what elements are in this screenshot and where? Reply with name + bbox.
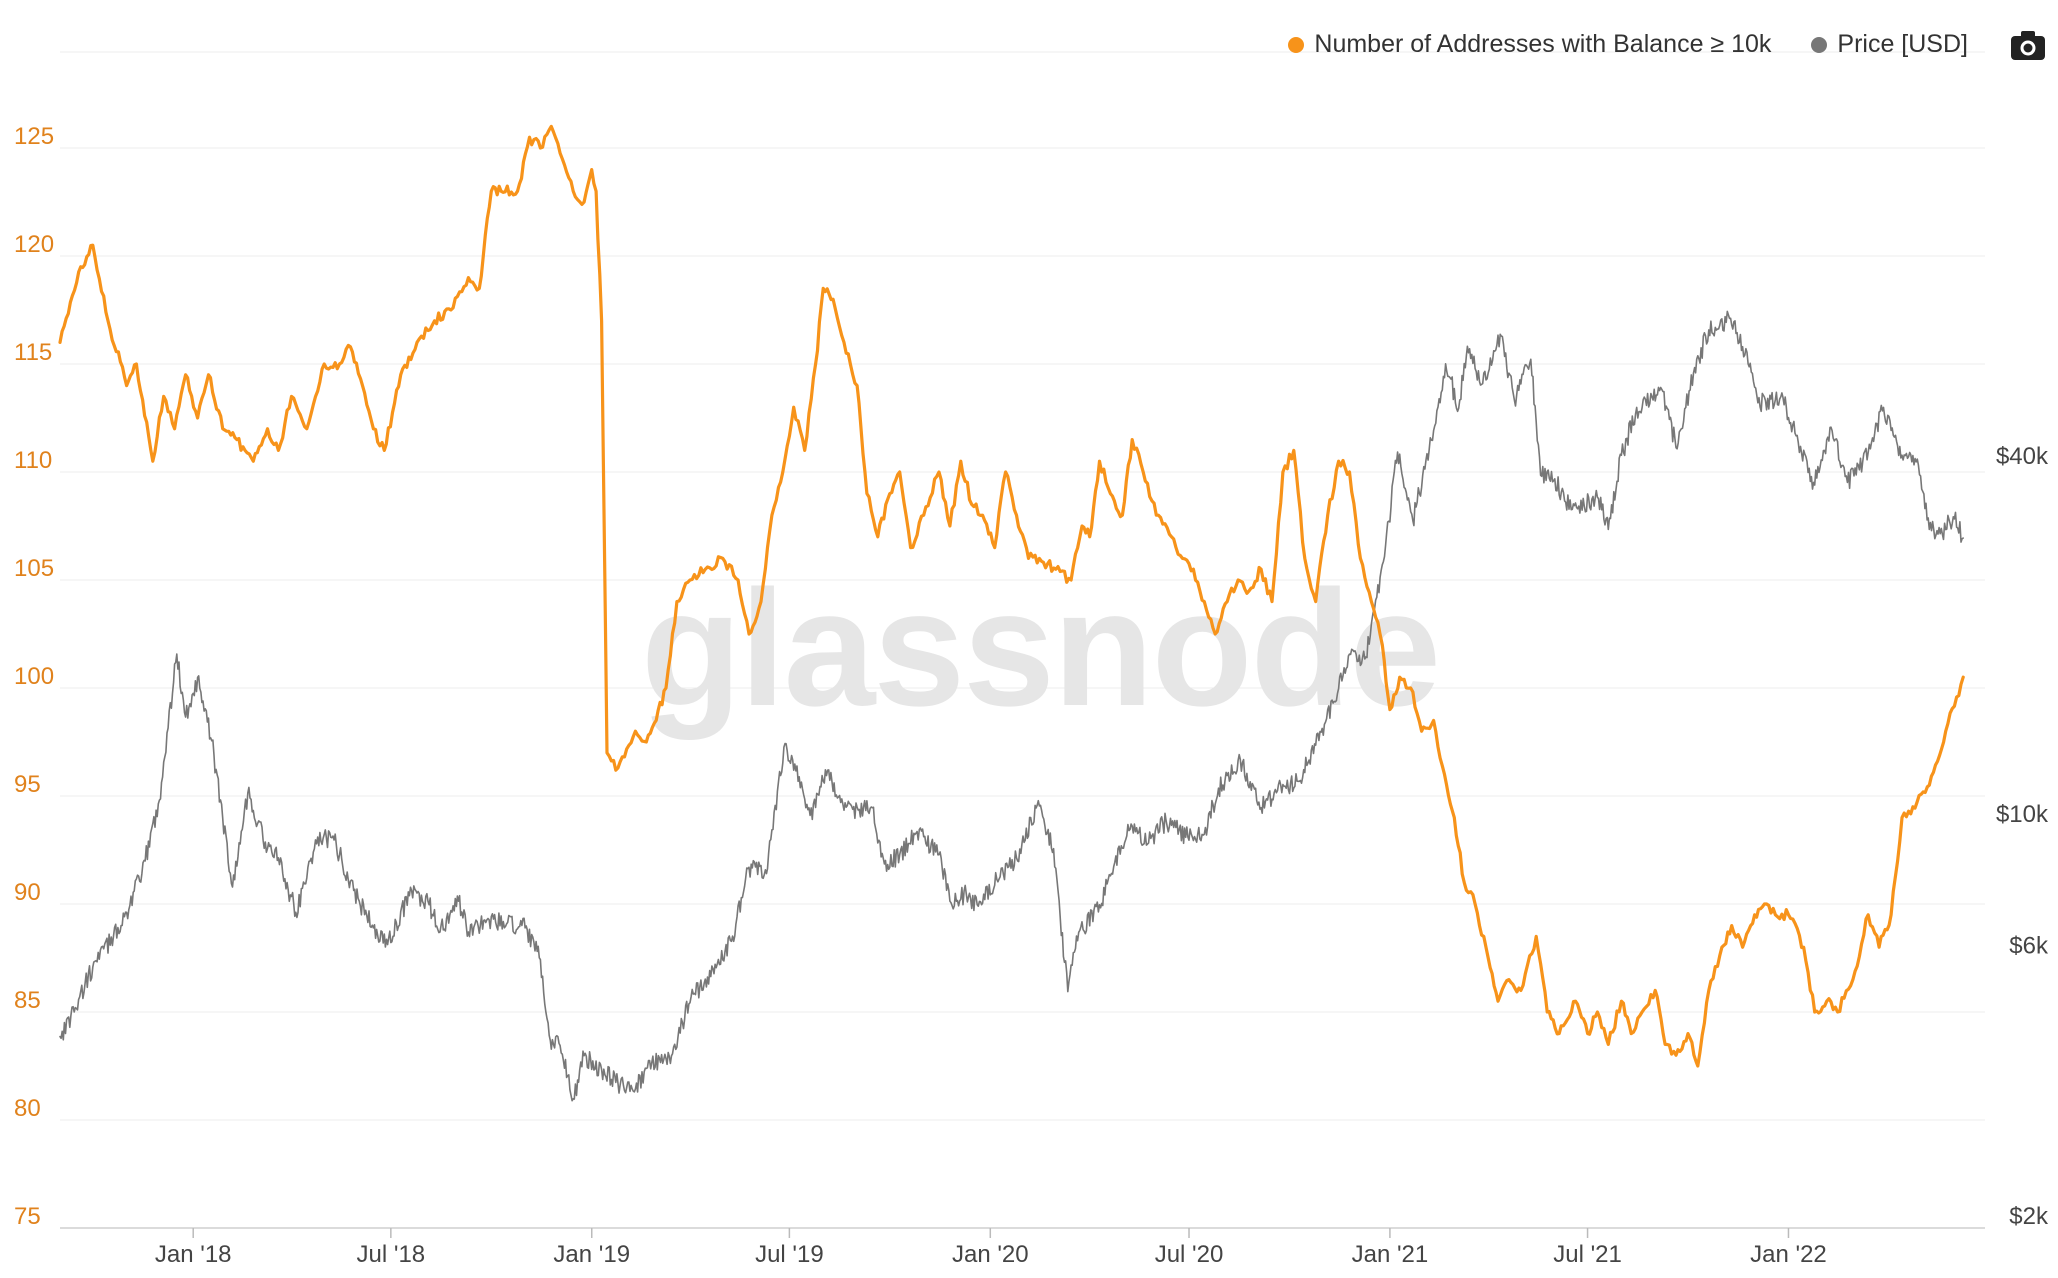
x-tick-label: Jul '19	[755, 1241, 824, 1268]
grid-lines	[60, 51, 1985, 1229]
y-left-tick-label: 110	[14, 447, 52, 474]
legend: Number of Addresses with Balance ≥ 10k P…	[1288, 30, 1968, 59]
x-tick-label: Jul '20	[1155, 1241, 1224, 1268]
y-right-tick-label: $2k	[2009, 1203, 2049, 1230]
watermark: glassnode	[641, 556, 1439, 740]
y-axis-right: $2k $6k $10k $40k	[1996, 443, 2049, 1230]
camera-icon[interactable]	[2008, 28, 2048, 64]
x-tick-label: Jan '19	[553, 1241, 630, 1268]
y-right-tick-label: $10k	[1996, 801, 2049, 828]
y-left-tick-label: 85	[14, 987, 41, 1014]
x-tick-label: Jan '22	[1750, 1241, 1827, 1268]
y-left-tick-label: 105	[14, 555, 54, 582]
y-left-tick-label: 125	[14, 123, 54, 150]
x-axis: Jan '18 Jul '18 Jan '19 Jul '19 Jan '20 Jul '…	[155, 1228, 1827, 1268]
y-left-tick-label: 90	[14, 879, 41, 906]
addresses-line	[58, 124, 1965, 1068]
address-series	[58, 124, 1965, 1068]
legend-item-addresses[interactable]: Number of Addresses with Balance ≥ 10k	[1288, 30, 1771, 59]
legend-dot-addresses	[1288, 36, 1305, 53]
y-axis-left: 75 80 85 90 95 100 105 110 115 120 125	[14, 123, 54, 1230]
y-left-tick-label: 95	[14, 771, 41, 798]
x-tick-label: Jul '18	[357, 1241, 426, 1268]
x-tick-label: Jul '21	[1553, 1241, 1622, 1268]
price-series	[59, 310, 1964, 1102]
y-right-tick-label: $6k	[2009, 933, 2049, 960]
legend-dot-price	[1811, 36, 1828, 53]
y-right-tick-label: $40k	[1996, 443, 2049, 470]
x-tick-label: Jan '21	[1352, 1241, 1429, 1268]
x-tick-label: Jan '20	[952, 1241, 1029, 1268]
x-tick-label: Jan '18	[155, 1241, 232, 1268]
legend-label-price: Price [USD]	[1837, 30, 1968, 58]
legend-label-addresses: Number of Addresses with Balance ≥ 10k	[1314, 30, 1772, 58]
y-left-tick-label: 115	[14, 339, 52, 366]
y-left-tick-label: 80	[14, 1095, 41, 1122]
y-left-tick-label: 75	[14, 1203, 41, 1230]
legend-item-price[interactable]: Price [USD]	[1811, 30, 1968, 59]
y-left-tick-label: 120	[14, 231, 54, 258]
y-left-tick-label: 100	[14, 663, 54, 690]
price-line	[59, 310, 1964, 1102]
